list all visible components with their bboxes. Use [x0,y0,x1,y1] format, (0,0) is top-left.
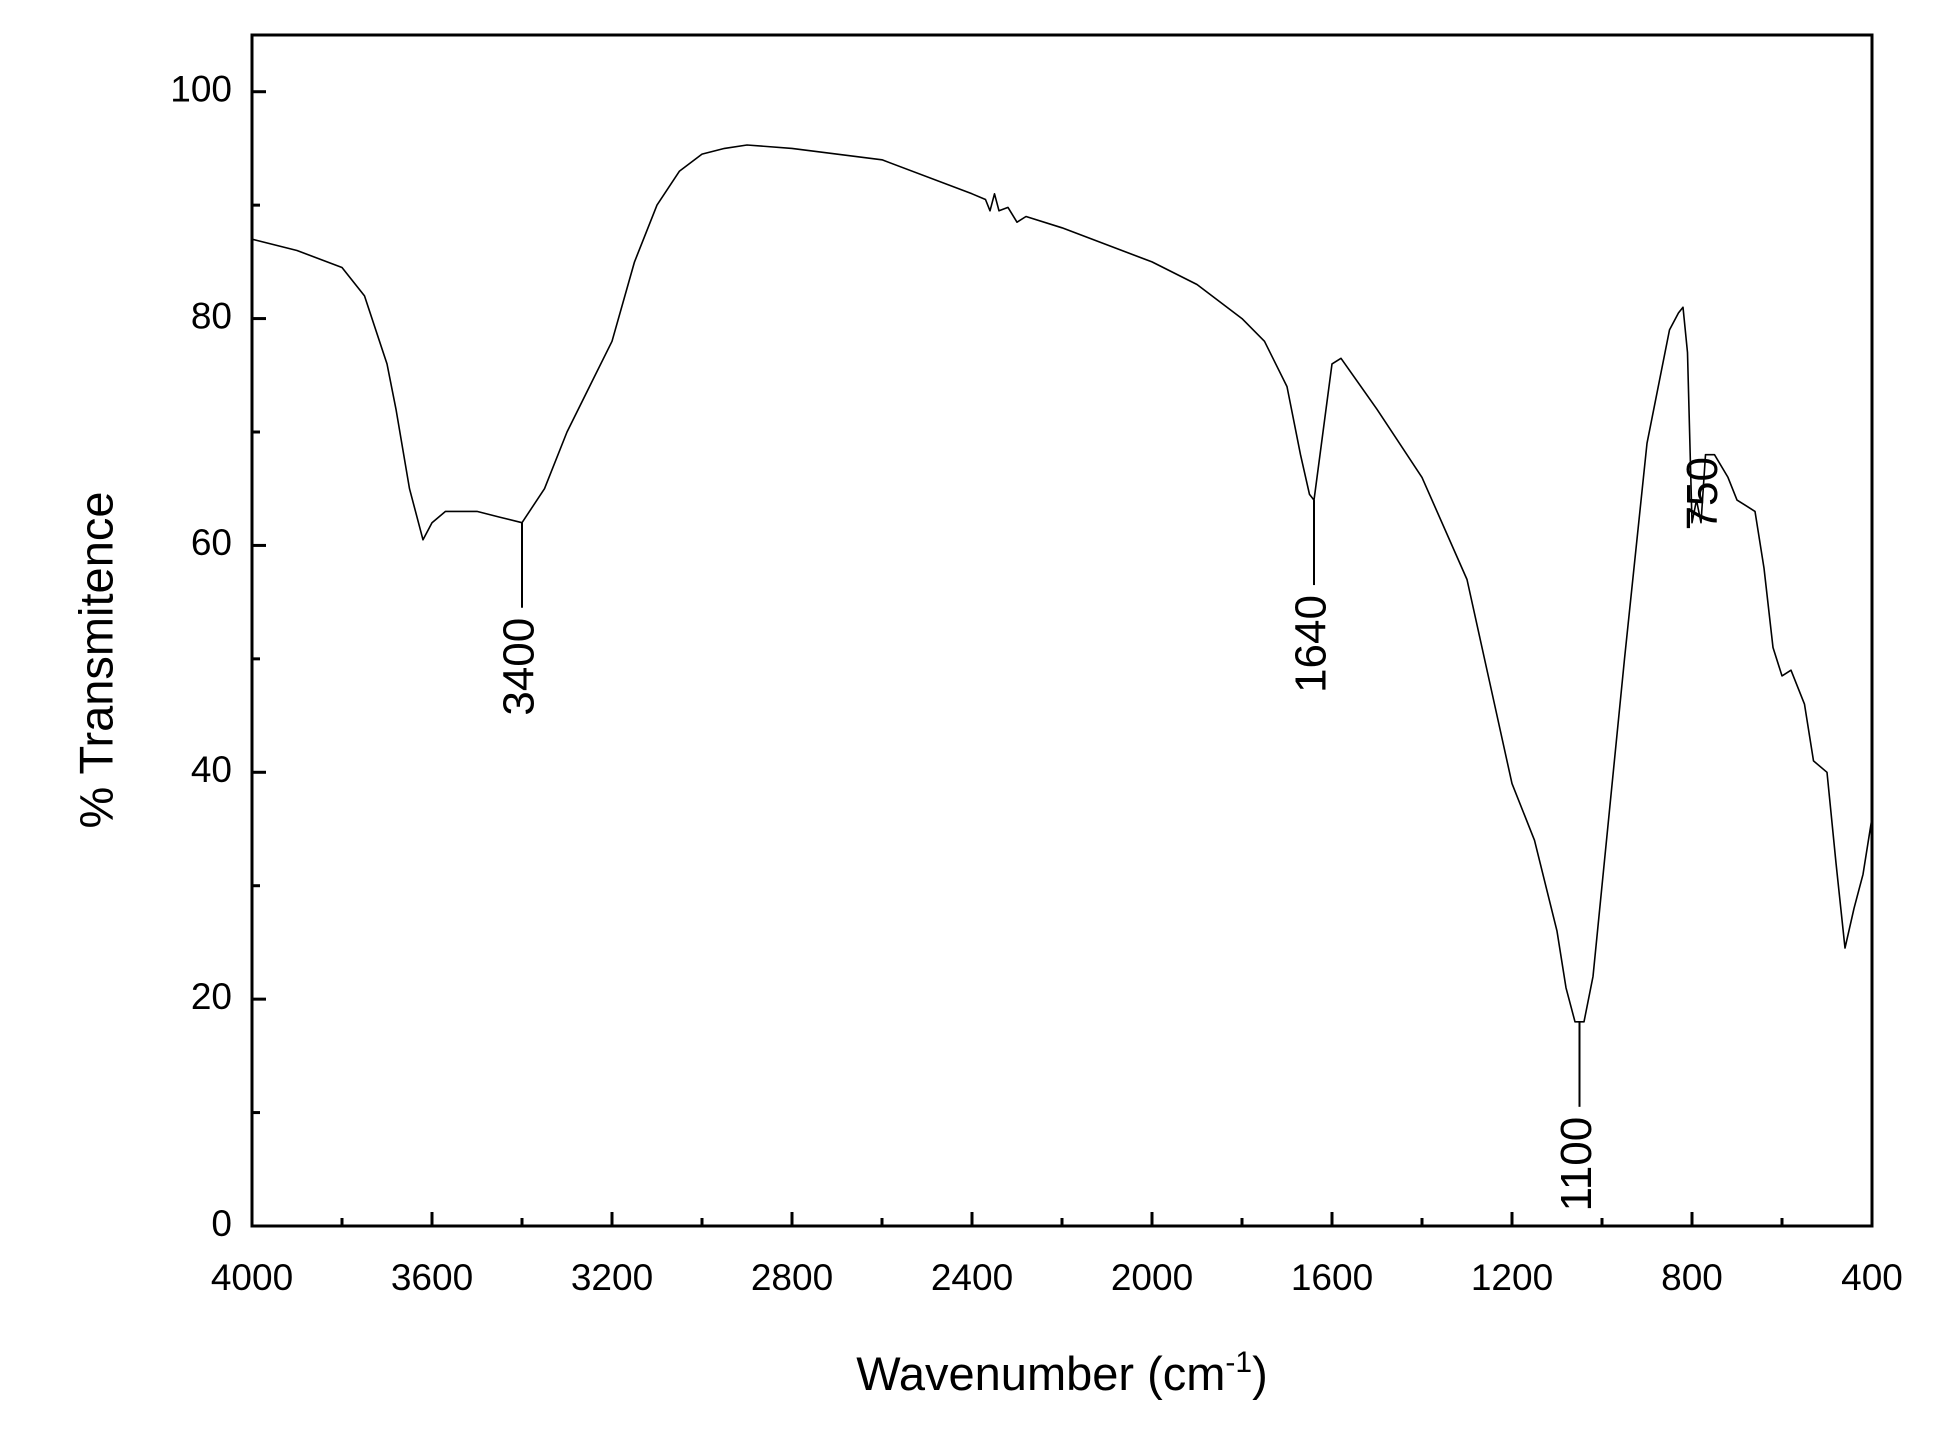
x-label-sup: -1 [1225,1346,1252,1379]
y-tick-label: 60 [191,522,232,563]
y-tick-label: 80 [191,295,232,336]
x-tick-label: 2800 [751,1257,833,1298]
x-tick-label: 3600 [391,1257,473,1298]
x-label-text: Wavenumber (cm [856,1347,1225,1400]
spectrum-line [251,144,1873,1023]
x-tick-label: 400 [1841,1257,1903,1298]
x-tick-label: 800 [1661,1257,1723,1298]
x-tick-label: 1600 [1291,1257,1373,1298]
x-label-tail: ) [1252,1347,1268,1400]
annotation-label: 1100 [1552,1117,1601,1212]
x-tick-label: 3200 [571,1257,653,1298]
annotation-label: 1640 [1287,595,1336,693]
y-tick-label: 0 [211,1203,232,1244]
x-axis-label: Wavenumber (cm-1) [856,1346,1267,1400]
x-tick-label: 1200 [1471,1257,1553,1298]
x-tick-label: 2000 [1111,1257,1193,1298]
y-axis-label: % Transmitence [69,492,122,829]
y-tick-label: 20 [191,976,232,1017]
y-tick-label: 100 [170,68,232,109]
annotation-label: 3400 [495,618,544,716]
x-tick-label: 2400 [931,1257,1013,1298]
y-tick-label: 40 [191,749,232,790]
x-tick-label: 4000 [211,1257,293,1298]
annotation-label: 750 [1678,457,1727,530]
